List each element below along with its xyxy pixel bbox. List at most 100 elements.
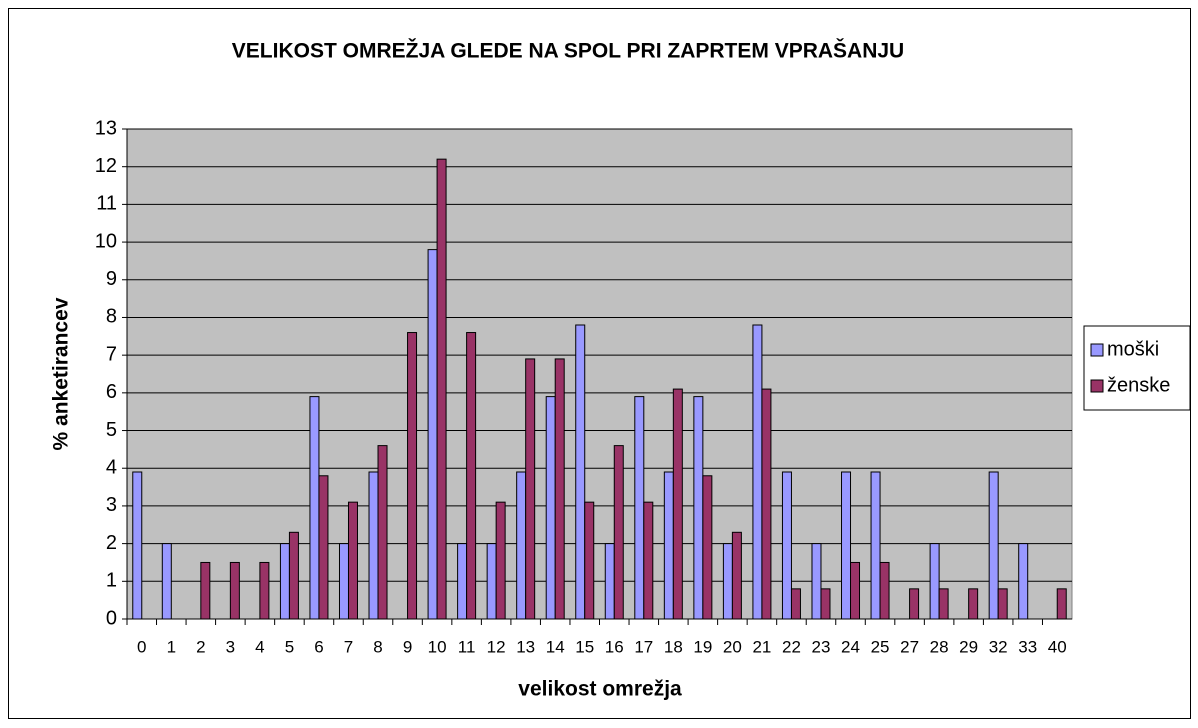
bar [377,445,388,620]
bar [575,324,586,620]
bar [988,471,999,620]
bar [495,501,506,620]
x-tick-label: 21 [752,637,771,656]
y-tick-label: 11 [96,193,117,215]
bar [850,561,861,620]
bar [516,471,527,620]
y-tick-label: 12 [95,155,117,177]
y-tick-label: 3 [106,494,117,516]
bar [584,501,595,620]
x-tick-label: 22 [782,637,801,656]
bar [722,543,733,620]
bar [554,358,565,620]
x-tick-label: 8 [373,637,382,656]
bar [790,588,801,620]
bar [229,561,240,620]
x-tick-label: 6 [314,637,323,656]
x-tick-label: 19 [693,637,712,656]
chart-title: VELIKOST OMREŽJA GLEDE NA SPOL PRI ZAPRT… [232,39,904,63]
x-tick-label: 9 [403,637,412,656]
bar [731,531,742,620]
bar [663,471,674,620]
bar [870,471,881,620]
x-tick-label: 0 [137,637,146,656]
bar [613,445,624,620]
x-tick-label: 23 [812,637,831,656]
x-tick-label: 12 [487,637,506,656]
x-tick-label: 3 [226,637,235,656]
bar [781,471,792,620]
y-tick-label: 7 [106,343,117,365]
y-tick-label: 2 [106,532,117,554]
bar [634,396,645,620]
x-tick-label: 24 [841,637,860,656]
bar [702,475,713,620]
x-tick-label: 14 [546,637,565,656]
x-tick-label: 33 [1018,637,1037,656]
bar [525,358,536,620]
y-tick-label: 9 [106,268,117,290]
bar [997,588,1008,620]
bar [938,588,949,620]
y-tick-label: 5 [106,419,117,441]
bar [368,471,379,620]
y-tick-label: 0 [106,607,117,629]
x-tick-label: 40 [1048,637,1067,656]
x-tick-label: 7 [344,637,353,656]
x-tick-label: 27 [900,637,919,656]
x-tick-label: 11 [458,637,476,656]
bar [879,561,890,620]
bar [132,471,143,620]
y-tick-label: 6 [106,381,117,403]
x-tick-label: 25 [871,637,890,656]
bar [761,388,772,620]
x-tick-label: 5 [285,637,294,656]
bar [338,543,349,620]
bar [200,561,211,620]
y-tick-label: 1 [106,570,117,592]
bar [427,249,438,620]
bar [259,561,270,620]
x-tick-label: 15 [575,637,594,656]
legend-swatch [1090,379,1104,393]
x-tick-label: 20 [723,637,742,656]
x-tick-label: 29 [959,637,978,656]
x-tick-label: 1 [167,637,176,656]
x-tick-label: 18 [664,637,683,656]
legend-label: moški [1107,338,1159,360]
x-tick-label: 32 [989,637,1008,656]
bar [486,543,497,620]
y-tick-label: 4 [106,457,117,479]
bar [693,396,704,620]
x-tick-label: 28 [930,637,949,656]
x-tick-label: 13 [516,637,535,656]
bar [968,588,979,620]
legend-box [1083,325,1191,411]
bar [288,531,299,620]
x-tick-label: 2 [196,637,205,656]
bar [161,543,172,620]
bar [347,501,358,620]
x-tick-label: 4 [255,637,264,656]
y-tick-label: 8 [106,306,117,328]
bar [1018,543,1029,620]
legend-label: ženske [1107,374,1170,396]
bar [604,543,615,620]
bar [466,332,477,620]
bar [820,588,831,620]
y-tick-label: 13 [95,117,117,139]
bar [909,588,920,620]
bar [672,388,683,620]
bar [318,475,329,620]
bar [279,543,290,620]
bar [436,158,447,620]
bar [752,324,763,620]
bar [929,543,940,620]
bar [643,501,654,620]
bar [309,396,320,620]
bar [1056,588,1067,620]
x-tick-label: 16 [605,637,624,656]
bar [407,332,418,620]
y-tick-label: 10 [95,230,117,252]
